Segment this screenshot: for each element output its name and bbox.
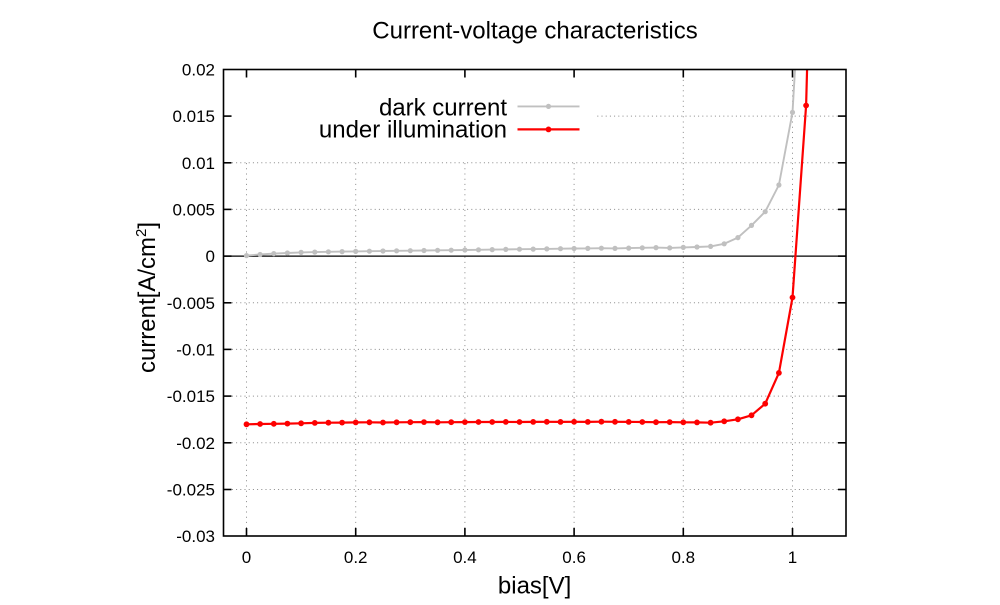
svg-text:bias[V]: bias[V] xyxy=(498,573,571,600)
svg-text:0.4: 0.4 xyxy=(453,548,477,567)
svg-text:0.01: 0.01 xyxy=(182,154,215,173)
svg-text:-0.03: -0.03 xyxy=(176,527,215,546)
svg-text:current[A/cm2]: current[A/cm2] xyxy=(133,222,161,373)
svg-text:-0.015: -0.015 xyxy=(167,387,215,406)
svg-text:-0.005: -0.005 xyxy=(167,294,215,313)
svg-text:1: 1 xyxy=(788,548,797,567)
svg-text:0: 0 xyxy=(242,548,251,567)
svg-text:0.2: 0.2 xyxy=(344,548,368,567)
svg-text:0.005: 0.005 xyxy=(172,200,215,219)
svg-text:under illumination: under illumination xyxy=(319,117,507,144)
svg-text:0.015: 0.015 xyxy=(172,107,215,126)
svg-text:-0.025: -0.025 xyxy=(167,481,215,500)
svg-text:0.6: 0.6 xyxy=(562,548,586,567)
svg-text:0.02: 0.02 xyxy=(182,60,215,79)
svg-text:dark current: dark current xyxy=(379,95,507,122)
svg-text:Current-voltage characteristic: Current-voltage characteristics xyxy=(372,18,697,45)
svg-text:-0.02: -0.02 xyxy=(176,434,215,453)
svg-text:0.8: 0.8 xyxy=(671,548,695,567)
svg-text:0: 0 xyxy=(206,247,215,266)
svg-text:-0.01: -0.01 xyxy=(176,340,215,359)
